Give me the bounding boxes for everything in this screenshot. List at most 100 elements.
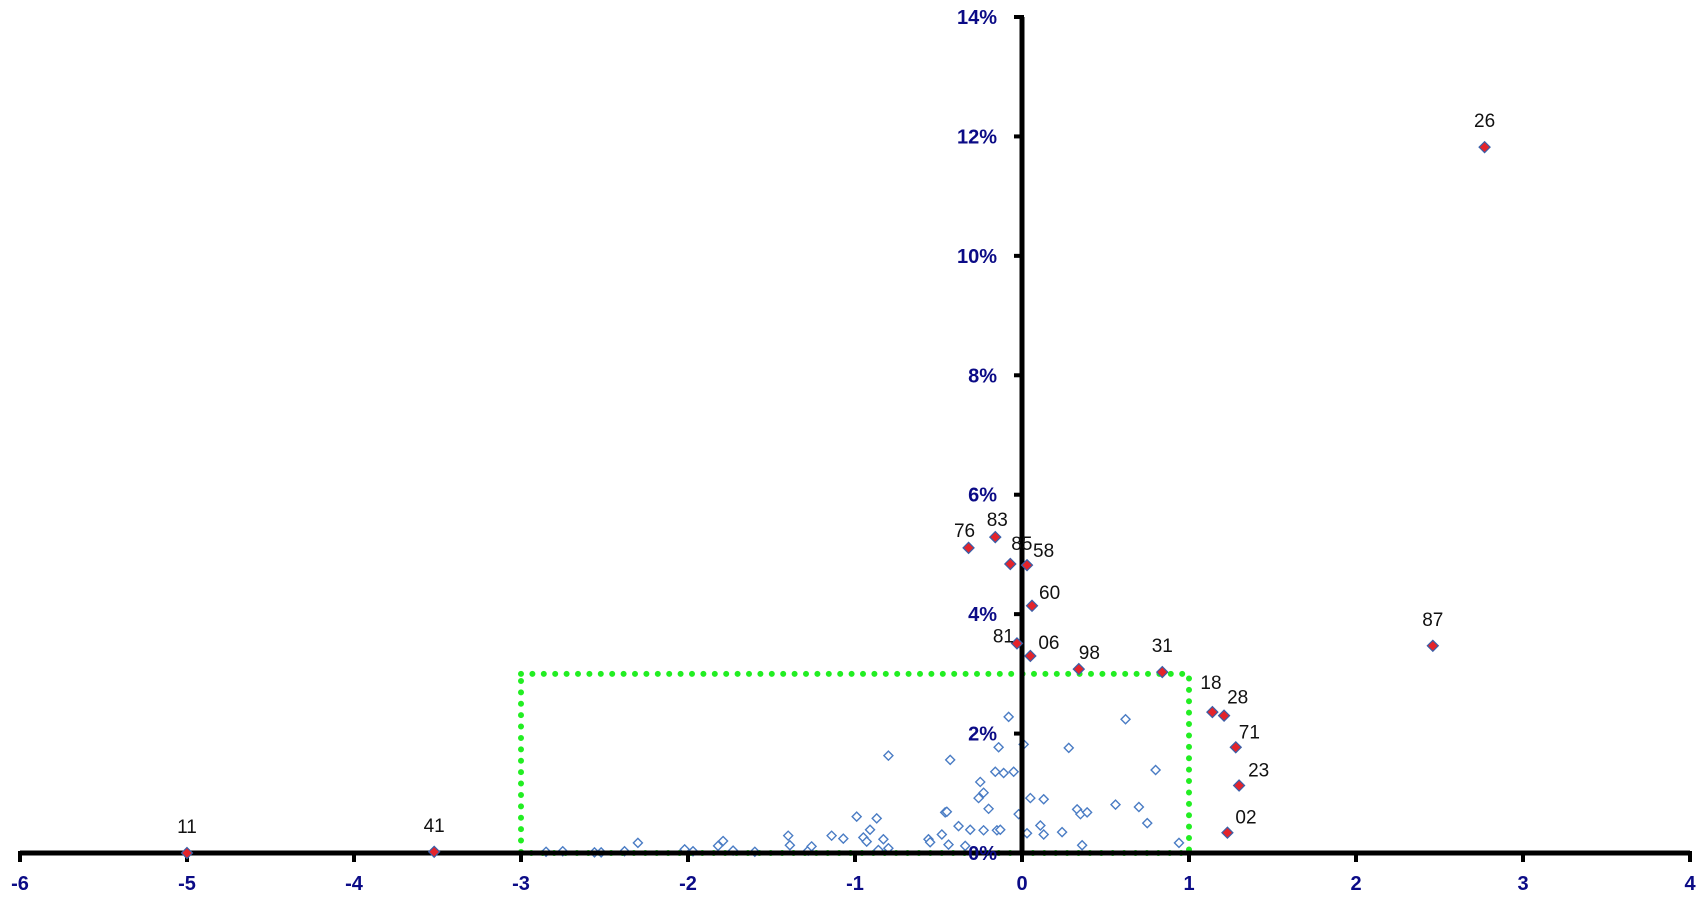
- point-label: 02: [1235, 808, 1256, 829]
- x-tick-label: -6: [11, 873, 29, 895]
- data-point: [1038, 828, 1050, 840]
- data-point: [1150, 764, 1162, 776]
- labeled-point: [1003, 557, 1017, 571]
- tick-labels-layer: -6 -5 -4 -3 -2 -1 0 1 2 3 40%2%4%6%8%10%12%14%: [11, 7, 1696, 895]
- data-point: [1038, 793, 1050, 805]
- y-tick-label: 10%: [957, 246, 997, 268]
- data-point: [944, 754, 956, 766]
- point-label: 83: [987, 510, 1008, 531]
- labeled-point: [1155, 665, 1169, 679]
- data-point: [1008, 766, 1020, 778]
- y-tick-label: 14%: [957, 7, 997, 29]
- data-point: [973, 792, 985, 804]
- y-tick-label: 2%: [968, 724, 997, 746]
- point-label: 41: [424, 816, 445, 837]
- x-tick-label: -1: [846, 873, 864, 895]
- data-point: [861, 836, 873, 848]
- data-point: [717, 835, 729, 847]
- labeled-point: [1206, 705, 1219, 719]
- point-label: 60: [1039, 583, 1060, 604]
- data-point: [1081, 806, 1093, 818]
- y-tick-label: 6%: [968, 485, 997, 507]
- data-point: [877, 833, 889, 845]
- labeled-point: [1229, 740, 1243, 754]
- point-label: 71: [1239, 722, 1260, 743]
- data-point: [1056, 826, 1068, 838]
- data-point: [1063, 742, 1075, 754]
- data-point: [993, 741, 1005, 753]
- data-point: [1034, 820, 1046, 832]
- data-point: [989, 766, 1001, 778]
- labeled-point: [180, 846, 194, 860]
- point-label: 18: [1200, 673, 1221, 694]
- point-label: 26: [1474, 111, 1495, 132]
- point-label: 81: [993, 626, 1014, 647]
- labeled-point: [1426, 639, 1440, 653]
- data-point: [994, 824, 1006, 836]
- labeled-point: [1072, 662, 1086, 676]
- data-point: [1024, 792, 1036, 804]
- data-point: [936, 828, 948, 840]
- labeled-point: [1232, 779, 1246, 792]
- points-layer: [540, 711, 1185, 858]
- point-label: 06: [1038, 633, 1059, 654]
- y-tick-label: 4%: [968, 604, 997, 626]
- data-point: [1110, 799, 1122, 811]
- data-point: [782, 830, 794, 842]
- y-tick-label: 0%: [968, 843, 997, 865]
- data-point: [998, 767, 1010, 779]
- data-point: [871, 812, 883, 824]
- labeled-point: [988, 530, 1002, 544]
- data-point: [882, 750, 894, 762]
- data-point: [941, 806, 953, 818]
- x-tick-label: -5: [178, 873, 196, 895]
- data-point: [1076, 839, 1088, 851]
- point-label: 98: [1079, 643, 1100, 664]
- x-tick-label: 4: [1684, 873, 1696, 895]
- labeled-point: [427, 845, 441, 859]
- data-point: [1120, 713, 1132, 725]
- data-point: [943, 839, 955, 851]
- data-point: [983, 803, 995, 815]
- x-tick-label: -4: [345, 873, 364, 895]
- labeled-point: [1221, 826, 1234, 840]
- x-tick-label: -3: [512, 873, 530, 895]
- point-label: 23: [1248, 761, 1269, 782]
- labeled-point: [962, 541, 975, 555]
- data-point: [953, 820, 965, 832]
- data-point: [632, 837, 644, 849]
- labeled-point: [1217, 709, 1231, 723]
- labeled-point: [1020, 558, 1034, 572]
- labeled-points-layer: [180, 140, 1491, 860]
- point-label: 28: [1227, 688, 1248, 709]
- y-tick-label: 12%: [957, 126, 997, 148]
- data-point: [1141, 817, 1153, 829]
- y-tick-label: 8%: [968, 365, 997, 387]
- data-point: [964, 824, 976, 836]
- labeled-point: [1010, 637, 1024, 650]
- data-point: [924, 836, 936, 848]
- point-label: 31: [1152, 636, 1173, 657]
- point-label: 11: [177, 817, 197, 838]
- data-point: [826, 830, 838, 842]
- labeled-point: [1478, 140, 1491, 154]
- point-label: 76: [954, 521, 975, 542]
- data-point: [851, 811, 863, 823]
- data-point: [837, 833, 849, 845]
- data-point: [1173, 837, 1185, 849]
- point-label: 58: [1033, 541, 1054, 562]
- point-label: 85: [1011, 534, 1032, 555]
- data-point: [1003, 711, 1015, 723]
- highlight-box: [518, 670, 1192, 856]
- x-tick-label: -2: [679, 873, 697, 895]
- data-point: [978, 824, 990, 836]
- data-point: [978, 787, 990, 799]
- x-tick-label: 3: [1517, 873, 1528, 895]
- highlight-box-layer: [518, 670, 1192, 856]
- axes-layer: [18, 15, 1692, 862]
- point-label: 87: [1422, 610, 1443, 631]
- x-tick-label: 1: [1183, 873, 1194, 895]
- data-point: [1133, 801, 1145, 813]
